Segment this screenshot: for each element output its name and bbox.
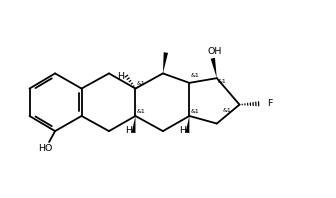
Polygon shape	[185, 116, 190, 133]
Text: H: H	[117, 72, 124, 81]
Text: HO: HO	[38, 145, 52, 153]
Polygon shape	[163, 52, 168, 73]
Text: &1: &1	[136, 81, 145, 86]
Text: F: F	[267, 99, 273, 108]
Text: &1: &1	[191, 109, 199, 113]
Text: &1: &1	[136, 109, 145, 113]
Text: H: H	[125, 126, 132, 135]
Text: H: H	[179, 126, 186, 135]
Text: &1: &1	[218, 79, 226, 84]
Polygon shape	[131, 116, 135, 133]
Text: &1: &1	[191, 73, 199, 78]
Text: &1: &1	[223, 108, 232, 113]
Text: OH: OH	[208, 47, 222, 56]
Polygon shape	[211, 58, 217, 78]
